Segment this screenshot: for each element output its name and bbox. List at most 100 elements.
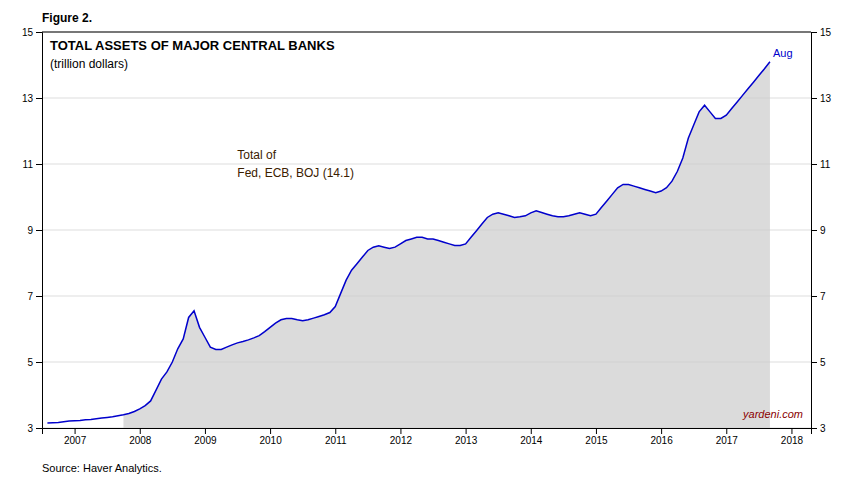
y-axis-tick-label: 11 [23, 159, 34, 170]
y-axis-tick: 7 [27, 291, 42, 302]
end-label: Aug [773, 47, 793, 59]
y2-axis-tick: 3 [811, 423, 826, 434]
y-axis-tick-mark [36, 164, 42, 165]
x-axis-tick-mark [596, 428, 597, 434]
x-axis: 2007 2008 2009 2010 2011 2012 2013 2014 2015 2016… [43, 428, 812, 446]
grid [42, 32, 811, 428]
x-axis-tick-mark [466, 428, 467, 434]
x-axis-tick-mark [661, 428, 662, 434]
y-axis-tick-label: 15 [22, 27, 34, 38]
x-axis-tick-label: 2007 [64, 435, 87, 446]
y-axis-tick-label: 9 [27, 225, 33, 236]
marks [47, 62, 770, 428]
x-axis-tick: 2012 [390, 428, 413, 446]
y-axis-tick: 5 [27, 357, 42, 368]
y2-axis-tick-mark [811, 428, 817, 429]
x-axis-tick-mark [270, 428, 271, 434]
y2-axis-tick-label: 7 [820, 291, 826, 302]
y2-axis-line [812, 33, 818, 429]
y-axis-tick-mark [36, 296, 42, 297]
x-axis-tick: 2010 [259, 428, 282, 446]
subtitle: (trillion dollars) [50, 57, 128, 71]
y-axis-line [36, 33, 43, 429]
y2-axis-tick-label: 15 [820, 27, 832, 38]
y2-axis-tick-label: 3 [820, 423, 826, 434]
x-axis-line [43, 429, 812, 435]
y2-axis-tick: 13 [811, 93, 832, 104]
x-axis-tick-mark [400, 428, 401, 434]
y2-axis-tick-mark [811, 164, 817, 165]
y2-axis-tick-label: 11 [820, 159, 831, 170]
y-axis-tick: 13 [22, 93, 42, 104]
x-axis-tick: 2018 [781, 428, 804, 446]
x-axis-tick-mark [140, 428, 141, 434]
x-axis-tick-label: 2012 [390, 435, 413, 446]
title: TOTAL ASSETS OF MAJOR CENTRAL BANKS [50, 38, 335, 53]
y-axis-tick: 15 [22, 27, 42, 38]
y2-axis-tick: 15 [811, 27, 832, 38]
x-axis-tick: 2011 [325, 428, 347, 446]
y2-axis-tick-mark [811, 98, 817, 99]
y2-axis-tick: 11 [811, 159, 831, 170]
x-axis-tick-mark [531, 428, 532, 434]
x-axis-tick-label: 2011 [325, 435, 347, 446]
x-axis-tick: 2013 [455, 428, 478, 446]
texts: TOTAL ASSETS OF MAJOR CENTRAL BANKS (tril… [50, 38, 803, 420]
x-axis-tick: 2007 [64, 428, 87, 446]
y-axis-tick: 9 [27, 225, 42, 236]
grid-line [42, 98, 811, 99]
y2-axis-tick-label: 5 [820, 357, 826, 368]
x-axis-tick-label: 2018 [781, 435, 804, 446]
source: Source: Haver Analytics. [42, 462, 162, 474]
x-axis-tick: 2008 [129, 428, 152, 446]
y2-axis-tick: 7 [811, 291, 826, 302]
x-axis-tick-label: 2010 [259, 435, 282, 446]
x-axis-tick-mark [726, 428, 727, 434]
x-axis-tick: 2014 [520, 428, 543, 446]
y2-axis-tick: 5 [811, 357, 826, 368]
chart: 2007 2008 2009 2010 2011 2012 2013 2014 2015 2016… [0, 0, 853, 478]
x-axis-tick-label: 2017 [716, 435, 739, 446]
y-axis: 3 5 7 9 11 13 15 [22, 27, 43, 434]
y2-axis-tick-mark [811, 296, 817, 297]
y-axis-tick-label: 3 [27, 423, 33, 434]
y2-axis: 3 5 7 9 11 13 15 [811, 27, 832, 434]
y2-axis-tick-mark [811, 32, 817, 33]
y2-axis-tick-label: 9 [820, 225, 826, 236]
y-axis-tick-label: 13 [22, 93, 34, 104]
y2-axis-tick: 9 [811, 225, 826, 236]
x-axis-tick-label: 2016 [650, 435, 673, 446]
annotation: Total of [237, 148, 276, 162]
x-axis-tick-label: 2008 [129, 435, 152, 446]
y-axis-tick-label: 7 [27, 291, 33, 302]
y2-axis-tick-label: 13 [820, 93, 832, 104]
y-axis-tick: 3 [27, 423, 42, 434]
x-axis-tick-mark [75, 428, 76, 434]
y-axis-tick: 11 [23, 159, 42, 170]
x-axis-tick: 2016 [650, 428, 673, 446]
y-axis-tick-mark [36, 32, 42, 33]
y2-axis-tick-mark [811, 230, 817, 231]
y-axis-tick-label: 5 [27, 357, 33, 368]
x-axis-tick: 2017 [716, 428, 739, 446]
plot-area: 2007 2008 2009 2010 2011 2012 2013 2014 2015 2016… [22, 27, 832, 446]
x-axis-tick: 2009 [194, 428, 217, 446]
line [47, 62, 770, 423]
annotation: Fed, ECB, BOJ (14.1) [237, 166, 354, 180]
y-axis-tick-mark [36, 230, 42, 231]
y2-axis-tick-mark [811, 362, 817, 363]
x-axis-tick-mark [335, 428, 336, 434]
x-axis-tick-label: 2009 [194, 435, 217, 446]
x-axis-tick-mark [791, 428, 792, 434]
x-axis-tick: 2015 [585, 428, 608, 446]
watermark: yardeni.com [742, 408, 803, 420]
figure-label: Figure 2. [42, 11, 92, 25]
x-axis-tick-label: 2015 [585, 435, 608, 446]
x-axis-tick-label: 2014 [520, 435, 543, 446]
y-axis-tick-mark [36, 428, 42, 429]
y-axis-tick-mark [36, 362, 42, 363]
y-axis-tick-mark [36, 98, 42, 99]
frame-top [42, 32, 811, 33]
grid-line [42, 32, 811, 33]
x-axis-tick-label: 2013 [455, 435, 478, 446]
